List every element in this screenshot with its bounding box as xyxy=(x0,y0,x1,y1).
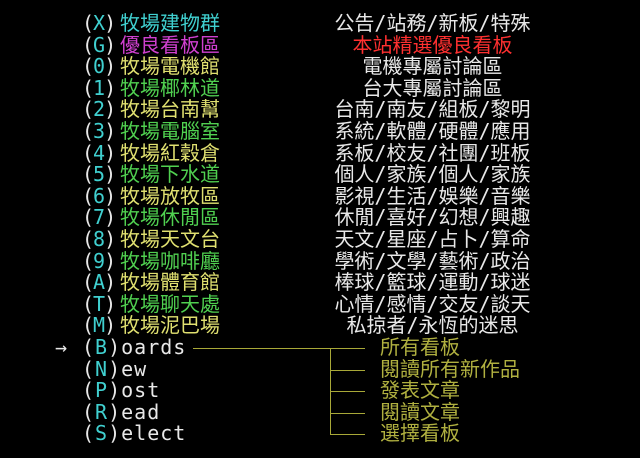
board-description: 個人/家族/個人/家族 xyxy=(334,162,531,187)
board-item-6[interactable]: (6) 牧場放牧區 影視/生活/娛樂/音樂 xyxy=(0,183,640,208)
board-description: 公告/站務/新板/特殊 xyxy=(334,11,531,35)
board-name: 牧場放牧區 xyxy=(120,183,220,208)
board-item-2[interactable]: (2) 牧場台南幫 台南/南友/組板/黎明 xyxy=(0,99,640,121)
command-n[interactable]: (N)ew 閱讀所有新作品 xyxy=(0,356,640,381)
board-name: 牧場聊天處 xyxy=(120,291,220,316)
command-label: (N)ew xyxy=(82,356,148,381)
board-name: 牧場電腦室 xyxy=(120,119,220,143)
board-key: (A) xyxy=(82,270,116,295)
board-description: 電機專屬討論區 xyxy=(362,54,503,79)
command-description: 所有看板 xyxy=(380,335,460,359)
board-description: 系板/校友/社團/班板 xyxy=(334,140,531,165)
board-description: 天文/星座/占卜/算命 xyxy=(334,227,531,251)
board-item-x[interactable]: (X) 牧場建物群 公告/站務/新板/特殊 xyxy=(0,11,640,35)
tree-branch xyxy=(330,434,365,435)
board-key: (3) xyxy=(82,119,116,143)
command-description: 閱讀所有新作品 xyxy=(380,356,520,381)
board-item-m[interactable]: (M) 牧場泥巴場 私掠者/永恆的迷思 xyxy=(0,315,640,337)
board-name: 優良看板區 xyxy=(120,32,220,57)
command-description: 選擇看板 xyxy=(380,421,460,445)
board-item-3[interactable]: (3) 牧場電腦室 系統/軟體/硬體/應用 xyxy=(0,119,640,143)
board-key: (9) xyxy=(82,248,116,273)
board-description: 本站精選優良看板 xyxy=(352,32,513,57)
board-key: (2) xyxy=(82,97,116,122)
board-key: (8) xyxy=(82,227,116,251)
board-name: 牧場紅穀倉 xyxy=(120,140,220,165)
board-name: 牧場體育館 xyxy=(120,270,220,295)
board-item-5[interactable]: (5) 牧場下水道 個人/家族/個人/家族 xyxy=(0,162,640,187)
board-key: (5) xyxy=(82,162,116,187)
board-name: 牧場天文台 xyxy=(120,227,220,251)
command-label: (S)elect xyxy=(82,421,187,445)
board-key: (1) xyxy=(82,75,116,100)
board-name: 牧場建物群 xyxy=(120,11,220,35)
board-item-g[interactable]: (G) 優良看板區 本站精選優良看板 xyxy=(0,32,640,57)
board-item-0[interactable]: (0) 牧場電機館 電機專屬討論區 xyxy=(0,54,640,79)
board-name: 牧場下水道 xyxy=(120,162,220,187)
tree-line xyxy=(193,348,365,349)
board-key: (7) xyxy=(82,205,116,230)
board-key: (T) xyxy=(82,291,116,316)
board-key: (M) xyxy=(82,313,116,338)
command-b[interactable]: (B)oards 所有看板 xyxy=(0,335,640,359)
board-description: 影視/生活/娛樂/音樂 xyxy=(334,183,531,208)
board-name: 牧場咖啡廳 xyxy=(120,248,220,273)
command-r[interactable]: (R)ead 閱讀文章 xyxy=(0,399,640,424)
command-label: (B)oards xyxy=(82,335,187,359)
command-p[interactable]: (P)ost 發表文章 xyxy=(0,378,640,402)
board-item-8[interactable]: (8) 牧場天文台 天文/星座/占卜/算命 xyxy=(0,227,640,251)
board-description: 棒球/籃球/運動/球迷 xyxy=(334,270,531,295)
board-key: (6) xyxy=(82,183,116,208)
board-key: (0) xyxy=(82,54,116,79)
board-item-9[interactable]: (9) 牧場咖啡廳 學術/文學/藝術/政治 xyxy=(0,248,640,273)
board-description: 台南/南友/組板/黎明 xyxy=(334,97,531,122)
board-item-7[interactable]: (7) 牧場休閒區 休閒/喜好/幻想/興趣 xyxy=(0,207,640,229)
board-key: (G) xyxy=(82,32,116,57)
command-description: 閱讀文章 xyxy=(380,399,460,424)
board-description: 系統/軟體/硬體/應用 xyxy=(334,119,531,143)
board-item-a[interactable]: (A) 牧場體育館 棒球/籃球/運動/球迷 xyxy=(0,270,640,295)
command-description: 發表文章 xyxy=(380,378,460,402)
board-name: 牧場電機館 xyxy=(120,54,220,79)
cursor-arrow-icon: → xyxy=(55,335,68,359)
board-description: 台大專屬討論區 xyxy=(362,75,503,100)
board-description: 休閒/喜好/幻想/興趣 xyxy=(334,205,531,230)
board-item-t[interactable]: (T) 牧場聊天處 心情/感情/交友/談天 xyxy=(0,291,640,316)
board-name: 牧場台南幫 xyxy=(120,97,220,122)
command-label: (P)ost xyxy=(82,378,161,402)
board-description: 學術/文學/藝術/政治 xyxy=(334,248,531,273)
board-name: 牧場休閒區 xyxy=(120,205,220,230)
board-item-4[interactable]: (4) 牧場紅穀倉 系板/校友/社團/班板 xyxy=(0,140,640,165)
tree-branch xyxy=(330,369,365,371)
command-s[interactable]: (S)elect 選擇看板 xyxy=(0,421,640,445)
board-item-1[interactable]: (1) 牧場椰林道 台大專屬討論區 xyxy=(0,75,640,100)
tree-branch xyxy=(330,412,365,414)
board-name: 牧場椰林道 xyxy=(120,75,220,100)
board-description: 心情/感情/交友/談天 xyxy=(334,291,531,316)
command-label: (R)ead xyxy=(82,399,161,424)
board-key: (4) xyxy=(82,140,116,165)
tree-branch xyxy=(330,391,365,392)
board-description: 私掠者/永恆的迷思 xyxy=(346,313,519,338)
board-key: (X) xyxy=(82,11,116,35)
board-name: 牧場泥巴場 xyxy=(120,313,220,338)
